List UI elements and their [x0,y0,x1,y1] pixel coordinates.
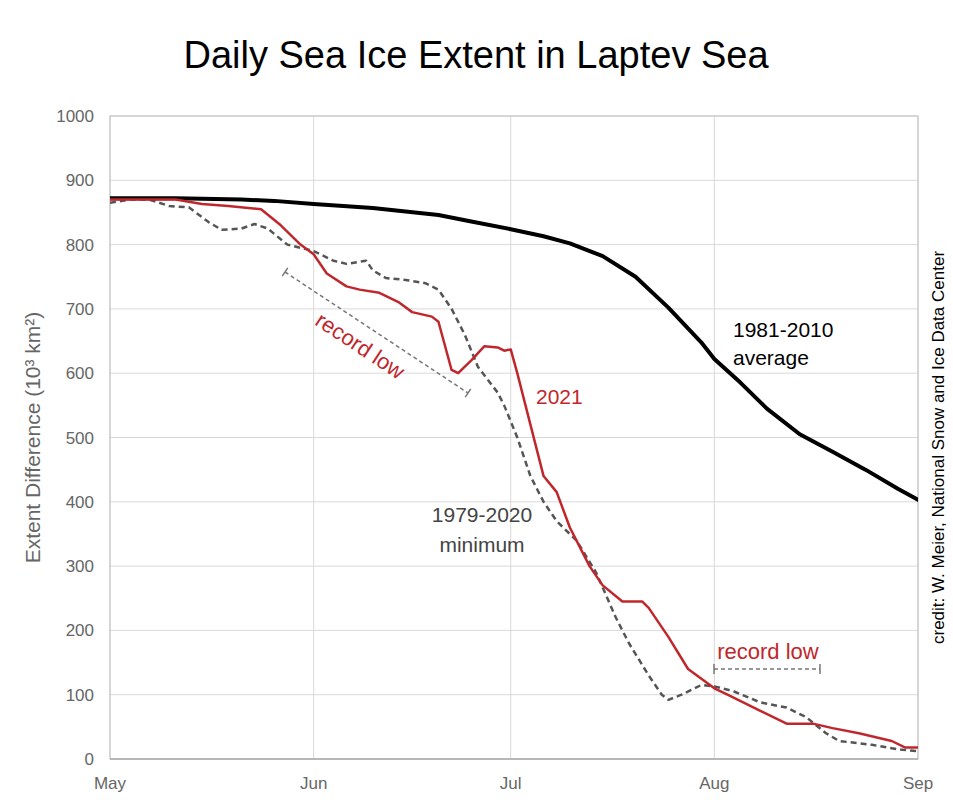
y-grid-line [110,630,918,631]
series-label-line: minimum [439,533,524,556]
annotation: record low [717,639,819,664]
series-label: 1981-2010 average [733,318,833,369]
series-line [110,198,918,500]
y-grid-line [110,373,918,374]
grid [110,116,918,759]
y-grid-line [110,566,918,567]
x-tick-label: May [94,774,127,793]
credit: credit: W. Meier, National Snow and Ice … [929,251,948,644]
y-grid-line [110,308,918,309]
chart: Daily Sea Ice Extent in Laptev Sea 0 100 20… [0,0,953,800]
y-grid-line [110,437,918,438]
series-line [110,200,918,752]
x-tick-label: Sep [903,774,933,793]
series-label-line: 1979-2020 [432,503,532,526]
series-label-line: average [733,346,809,369]
series-label: 1979-2020 minimum [432,503,532,556]
x-tick-label: Jun [300,774,327,793]
x-grid-line [313,116,314,759]
series-group [110,198,918,751]
y-grid-line [110,759,918,760]
annotation-cap [465,389,471,397]
annotation-bracket [285,272,468,393]
y-tick-label: 400 [66,493,94,512]
series-label-line: 2021 [536,385,583,408]
series-label: 2021 [536,385,583,408]
annotation-bracket [714,668,820,670]
annotation-cap [819,664,821,674]
x-grid-line [714,116,715,759]
y-tick-label: 300 [66,557,94,576]
y-tick-label: 200 [66,621,94,640]
y-tick-label: 0 [85,750,94,769]
annotation-cap [282,268,288,276]
y-tick-label: 900 [66,171,94,190]
title: Daily Sea Ice Extent in Laptev Sea [183,34,769,76]
series-line [110,200,918,748]
x-tick-label: Aug [699,774,729,793]
annotation: record low [311,307,410,384]
x-axis-line [110,759,918,760]
plot-frame [110,116,918,759]
series-label-line: 1981-2010 [733,318,833,341]
y-grid-line [110,244,918,245]
x-grid-line [510,116,511,759]
y-axis-label: Extent Difference (10³ km²) [21,312,44,564]
y-grid-line [110,694,918,695]
annotation-cap [713,664,715,674]
y-tick-label: 600 [66,364,94,383]
y-tick-label: 800 [66,236,94,255]
y-tick-label: 700 [66,300,94,319]
y-tick-label: 1000 [56,107,94,126]
y-tick-label: 100 [66,686,94,705]
y-tick-label: 500 [66,429,94,448]
y-grid-line [110,180,918,181]
x-tick-label: Jul [500,774,522,793]
